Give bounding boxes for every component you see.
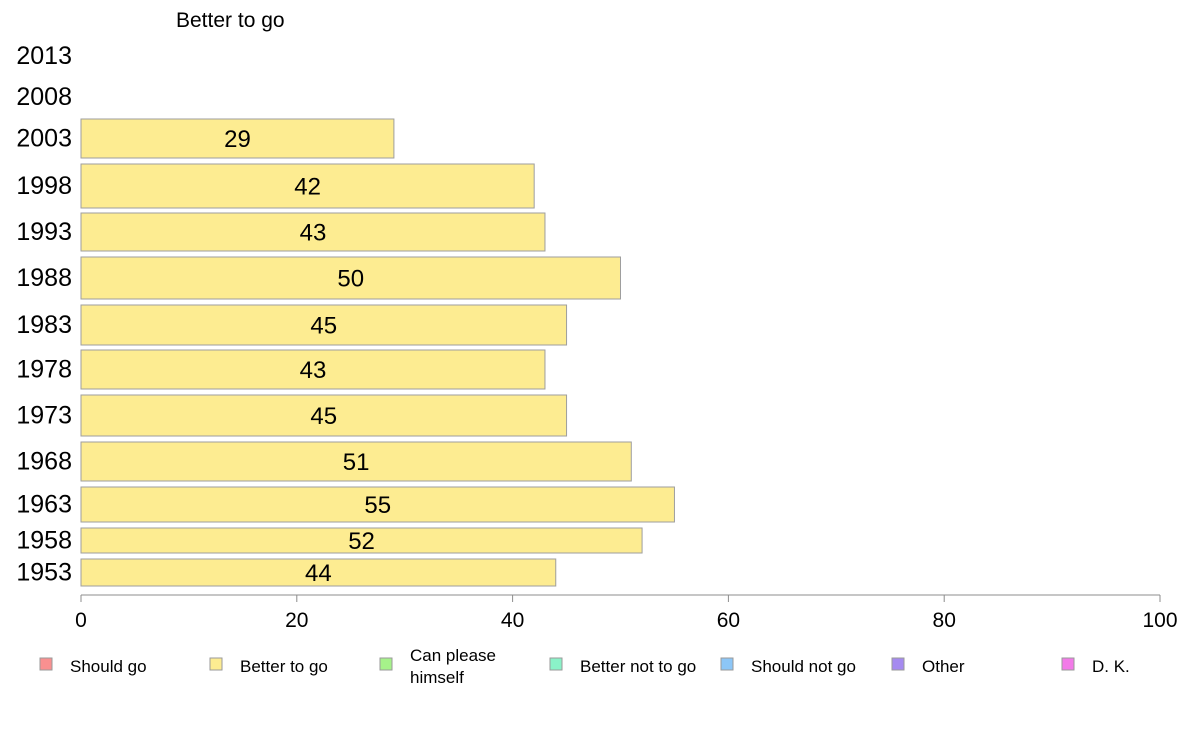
x-tick-label: 100 (1142, 609, 1177, 632)
category-label: 1973 (16, 402, 72, 430)
bar (80, 256, 621, 300)
x-tick-label: 40 (501, 609, 524, 632)
legend-label: Better not to go (580, 657, 696, 676)
bar-value-label: 45 (310, 403, 337, 430)
category-label: 1953 (16, 559, 72, 587)
category-label: 2003 (16, 125, 72, 153)
bar-value-label: 43 (300, 220, 327, 247)
bar-value-label: 50 (337, 266, 364, 293)
category-labels: 2013 2008 2003 1998 1993 1988 1983 1978 1973 1968… (16, 42, 72, 587)
bar-value-label: 42 (294, 174, 321, 201)
category-label: 1978 (16, 356, 72, 384)
bar (80, 349, 546, 390)
bar (80, 118, 395, 159)
bar-value-label: 55 (364, 492, 391, 519)
bar (80, 394, 568, 437)
legend-swatch (549, 657, 563, 671)
category-label: 2008 (16, 83, 72, 111)
bar-value-label: 43 (300, 357, 327, 384)
category-label: 2013 (16, 42, 72, 70)
category-label: 1963 (16, 491, 72, 519)
x-tick-label: 20 (285, 609, 308, 632)
x-tick-label: 60 (717, 609, 740, 632)
legend-label: Better to go (240, 657, 328, 676)
legend-swatch (720, 657, 734, 671)
legend-swatch (379, 657, 393, 671)
bar-value-label: 52 (348, 528, 375, 555)
legend-label: Other (922, 657, 965, 676)
legend-label: D. K. (1092, 657, 1130, 676)
legend-label: Can please himself (410, 646, 496, 687)
category-label: 1988 (16, 264, 72, 292)
bar-value-label: 51 (343, 449, 370, 476)
bar-value-label: 29 (224, 126, 251, 153)
bar (80, 304, 568, 346)
legend-label: Should not go (751, 657, 856, 676)
bar (80, 558, 557, 587)
x-tick-label: 80 (933, 609, 956, 632)
category-label: 1998 (16, 172, 72, 200)
bar (80, 527, 643, 554)
x-tick-label: 0 (75, 609, 87, 632)
legend: Should go Better to go Can please himself Be… (39, 646, 1130, 687)
category-label: 1993 (16, 218, 72, 246)
legend-label: Should go (70, 657, 147, 676)
x-axis: 0 20 40 60 80 100 (75, 594, 1178, 632)
bar-value-label: 44 (305, 560, 332, 587)
category-label: 1983 (16, 311, 72, 339)
bar (80, 486, 675, 523)
legend-swatch (891, 657, 905, 671)
category-label: 1968 (16, 448, 72, 476)
bar (80, 163, 535, 209)
panel-title: Better to go (176, 9, 285, 32)
category-label: 1958 (16, 527, 72, 555)
bar (80, 441, 632, 482)
bar-value-label: 45 (310, 313, 337, 340)
legend-swatch (1061, 657, 1075, 671)
bar (80, 212, 546, 252)
legend-swatch (39, 657, 53, 671)
legend-swatch (209, 657, 223, 671)
